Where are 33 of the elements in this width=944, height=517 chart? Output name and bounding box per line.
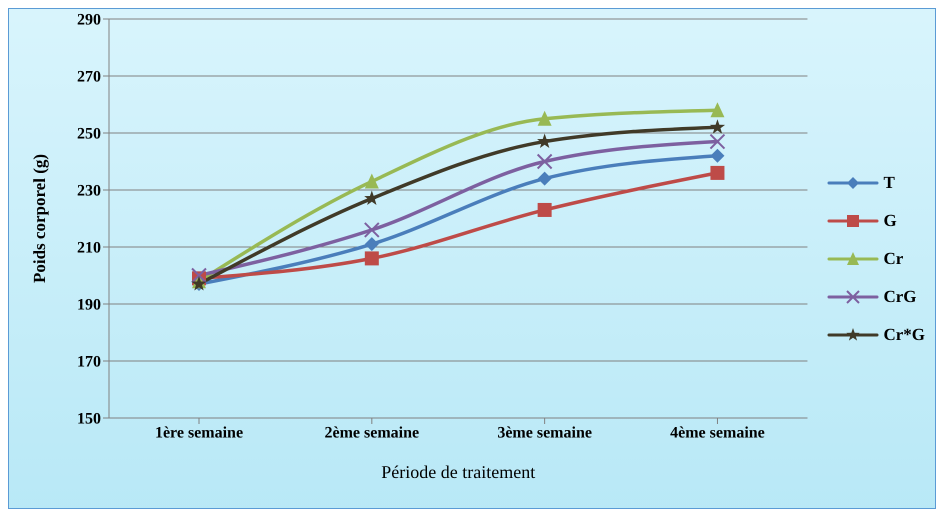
point <box>710 119 726 134</box>
y-tick-label: 230 <box>77 182 101 200</box>
point <box>710 148 724 163</box>
x-tick-label: 2ème semaine <box>324 424 420 442</box>
y-axis-title: Poids corporel (g) <box>30 154 50 284</box>
point <box>538 202 552 217</box>
y-tick-label: 210 <box>77 240 101 257</box>
y-tick-label: 270 <box>77 68 101 86</box>
point <box>191 268 207 284</box>
point <box>364 173 379 188</box>
point <box>710 102 724 118</box>
point <box>536 154 553 170</box>
y-tick-label: 190 <box>77 296 101 314</box>
point <box>364 237 379 252</box>
y-tick-label: 290 <box>77 12 101 29</box>
point <box>364 222 380 238</box>
point <box>710 166 724 180</box>
x-tick-label: 1ère semaine <box>154 424 244 442</box>
x-tick-label: 3ème semaine <box>497 424 592 442</box>
point <box>364 251 379 266</box>
x-axis-title: Période de traitement <box>381 462 536 482</box>
y-tick-label: 150 <box>77 410 101 428</box>
x-tick-label: 4ème semaine <box>670 424 765 442</box>
legend-label: G <box>883 210 897 230</box>
legend-label: T <box>883 172 895 192</box>
y-tick-label: 250 <box>77 126 101 143</box>
legend-label: Cr*G <box>883 324 925 344</box>
point <box>538 110 552 126</box>
point <box>538 172 552 186</box>
point <box>709 134 726 150</box>
legend-label: Cr <box>883 248 904 268</box>
legend-label: CrG <box>883 286 916 306</box>
y-tick-label: 170 <box>77 354 101 371</box>
